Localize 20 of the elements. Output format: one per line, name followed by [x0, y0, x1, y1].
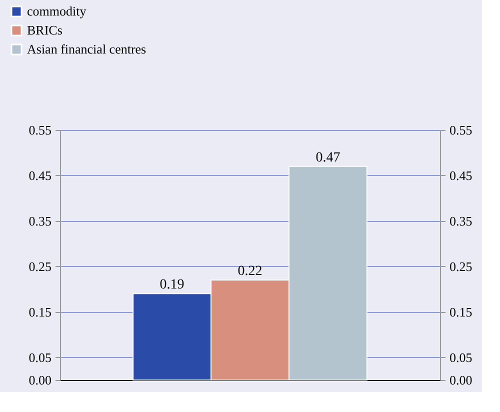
y-tick-label: 0.00: [28, 372, 52, 388]
y-tick-label: 0.05: [28, 350, 52, 365]
y-tick-label: 0.45: [28, 168, 52, 183]
legend-label: commodity: [27, 4, 87, 18]
y2-tick-label: 0.55: [450, 122, 472, 138]
y-tick-label: 0.55: [28, 122, 52, 138]
y-tick-label: 0.15: [28, 304, 52, 320]
y2-tick-label: 0.00: [450, 372, 472, 388]
y2-tick-label: 0.35: [450, 213, 472, 228]
data-label: 0.22: [238, 264, 262, 279]
data-label: 0.19: [160, 278, 184, 293]
legend-label: Asian financial centres: [27, 42, 146, 56]
y2-tick-label: 0.25: [450, 258, 472, 274]
legend-label: BRICs: [27, 22, 62, 38]
y2-tick-label: 0.05: [450, 350, 472, 365]
y2-tick-label: 0.45: [450, 168, 472, 183]
y-tick-label: 0.25: [28, 258, 52, 274]
y-tick-label: 0.35: [28, 213, 52, 228]
data-label: 0.47: [316, 150, 340, 166]
y2-tick-label: 0.15: [450, 304, 472, 320]
